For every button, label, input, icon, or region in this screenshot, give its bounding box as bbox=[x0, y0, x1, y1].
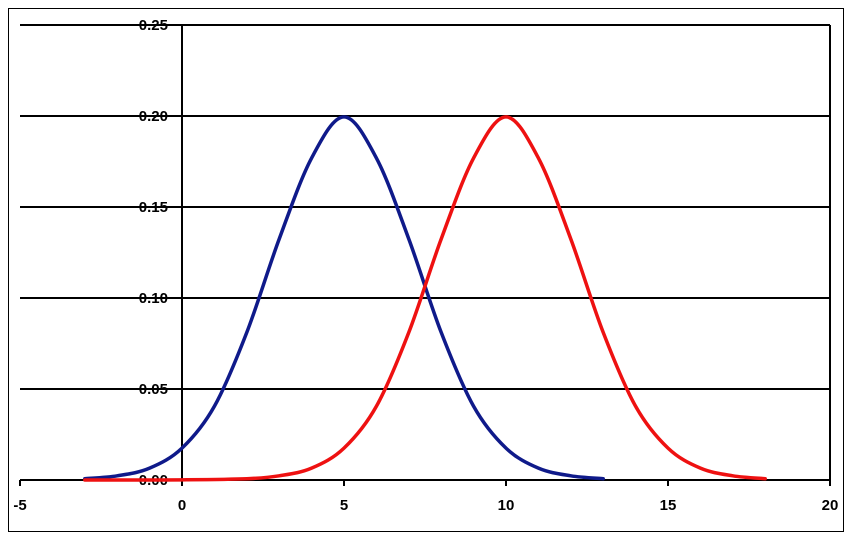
x-tick-label: 5 bbox=[340, 497, 348, 514]
series-line-2 bbox=[83, 115, 767, 482]
x-tick-label: 10 bbox=[498, 497, 515, 514]
y-tick-label: 0.10 bbox=[139, 290, 168, 307]
y-tick-label: 0.20 bbox=[139, 108, 168, 125]
x-tick-label: 15 bbox=[660, 497, 677, 514]
y-tick-label: 0.05 bbox=[139, 381, 168, 398]
series-line-1 bbox=[83, 115, 605, 481]
y-tick-label: 0.25 bbox=[139, 17, 168, 34]
x-tick-label: 20 bbox=[822, 497, 839, 514]
y-tick-label: 0.15 bbox=[139, 199, 168, 216]
x-tick-label: -5 bbox=[13, 497, 26, 514]
chart-frame bbox=[8, 8, 844, 532]
x-tick-label: 0 bbox=[178, 497, 186, 514]
